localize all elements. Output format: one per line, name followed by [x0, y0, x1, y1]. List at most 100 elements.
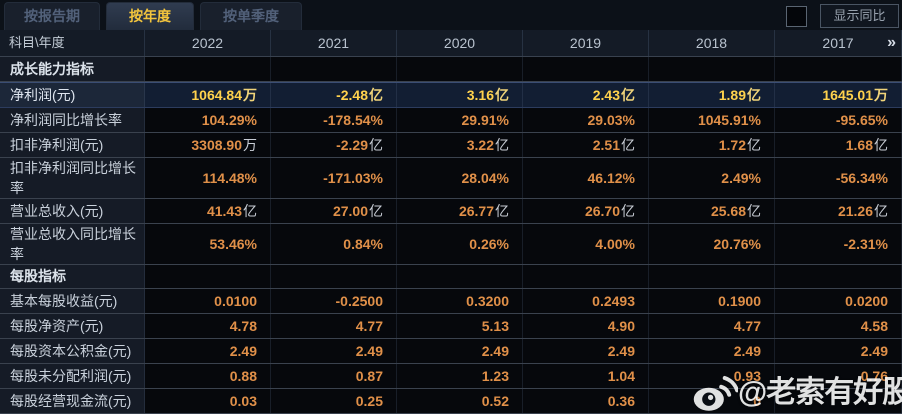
cell-value: 2.49	[271, 339, 397, 364]
table-row[interactable]: 扣非净利润同比增长率 114.48% -171.03% 28.04% 46.12% 2.4…	[0, 157, 902, 199]
tab-by-report-period[interactable]: 按报告期	[4, 2, 100, 30]
table-row[interactable]: 扣非净利润(元) 3308.90 万 -2.29 亿 3.22 亿 2.51 亿 1.72 亿 1.6…	[0, 132, 902, 158]
cell-value: 25.68 亿	[649, 198, 775, 223]
cell-value: -2.48 亿	[271, 82, 397, 107]
table-row[interactable]: 每股指标	[0, 264, 902, 290]
year-header: 2020	[397, 30, 523, 56]
cell-value: 0.3200	[397, 289, 523, 314]
cell-value: 26.70 亿	[523, 198, 649, 223]
cell-value: 104.29%	[145, 107, 271, 132]
cell-value: 0.36	[523, 389, 649, 413]
cell-value: 2.43 亿	[523, 82, 649, 107]
cell-value	[145, 264, 271, 289]
year-header: 2021	[271, 30, 397, 56]
cell-value: 0.26%	[397, 223, 523, 264]
tab-by-quarter[interactable]: 按单季度	[200, 2, 302, 30]
cell-value: 1.89 亿	[649, 82, 775, 107]
table-row[interactable]: 成长能力指标	[0, 57, 902, 82]
row-label: 每股指标	[0, 264, 145, 289]
table-row[interactable]: 净利润同比增长率 104.29% -178.54% 29.91% 29.03% 1045.…	[0, 107, 902, 133]
table-row[interactable]: 每股资本公积金(元) 2.49 2.49 2.49 2.49 2.49 2.49	[0, 339, 902, 365]
cell-value: 1.04	[523, 364, 649, 389]
year-header: 2019	[523, 30, 649, 56]
cell-value: 0.03	[145, 389, 271, 413]
row-label: 每股净资产(元)	[0, 314, 145, 339]
cell-value: 0.93	[649, 364, 775, 389]
cell-value: 1.23	[397, 364, 523, 389]
cell-value: 2.51 亿	[523, 132, 649, 157]
cell-value: 2.49	[775, 339, 902, 364]
cell-value: 0.0200	[775, 289, 902, 314]
cell-value: 0.1900	[649, 289, 775, 314]
cell-value: 2.49	[523, 339, 649, 364]
cell-value: -2.29 亿	[271, 132, 397, 157]
cell-value	[271, 57, 397, 81]
row-label: 营业总收入同比增长率	[0, 223, 145, 264]
cell-value: 4.58	[775, 314, 902, 339]
cell-value: 26.77 亿	[397, 198, 523, 223]
cell-value: 41.43 亿	[145, 198, 271, 223]
row-label: 营业总收入(元)	[0, 198, 145, 223]
cell-value: 2.49	[397, 339, 523, 364]
cell-value	[649, 57, 775, 81]
table-header: 科目\年度 2022 2021 2020 2019 2018 2017 »	[0, 30, 902, 57]
cell-value: 3.22 亿	[397, 132, 523, 157]
show-yoy-label[interactable]: 显示同比	[820, 4, 899, 28]
tab-by-year[interactable]: 按年度	[106, 2, 194, 30]
cell-value: 0	[649, 389, 775, 413]
cell-value: 29.03%	[523, 107, 649, 132]
cell-value: -2.31%	[775, 223, 902, 264]
table-row[interactable]: 每股净资产(元) 4.78 4.77 5.13 4.90 4.77 4.58	[0, 314, 902, 340]
cell-value: 2.49	[145, 339, 271, 364]
cell-value: 0.52	[397, 389, 523, 413]
cell-value	[523, 57, 649, 81]
row-label: 净利润(元)	[0, 82, 145, 107]
cell-value	[397, 264, 523, 289]
table-row[interactable]: 净利润(元) 1064.84 万 -2.48 亿 3.16 亿 2.43 亿 1.89 亿 1645.…	[0, 81, 902, 108]
cell-value: 4.77	[649, 314, 775, 339]
cell-value: 1645.01 万	[775, 82, 902, 107]
cell-value: 3.16 亿	[397, 82, 523, 107]
cell-value: 1045.91%	[649, 107, 775, 132]
cell-value: 1064.84 万	[145, 82, 271, 107]
cell-value: 1.68 亿	[775, 132, 902, 157]
cell-value: -178.54%	[271, 107, 397, 132]
table-row[interactable]: 基本每股收益(元) 0.0100 -0.2500 0.3200 0.2493 0.1900…	[0, 289, 902, 315]
cell-value	[397, 57, 523, 81]
cell-value: -0.2500	[271, 289, 397, 314]
cell-value	[271, 264, 397, 289]
cell-value: 114.48%	[145, 157, 271, 198]
cell-value	[775, 264, 902, 289]
cell-value: -56.34%	[775, 157, 902, 198]
table-row[interactable]: 每股未分配利润(元) 0.88 0.87 1.23 1.04 0.93 0.76	[0, 364, 902, 390]
show-yoy-checkbox[interactable]	[786, 6, 807, 27]
row-label: 基本每股收益(元)	[0, 289, 145, 314]
cell-value: 2.49%	[649, 157, 775, 198]
cell-value: 28.04%	[397, 157, 523, 198]
cell-value: 4.77	[271, 314, 397, 339]
cell-value: 0.88	[145, 364, 271, 389]
cell-value: 27.00 亿	[271, 198, 397, 223]
cell-value: 46.12%	[523, 157, 649, 198]
cell-value	[649, 264, 775, 289]
cell-value: 4.00%	[523, 223, 649, 264]
cell-value: 0.87	[271, 364, 397, 389]
row-label: 净利润同比增长率	[0, 107, 145, 132]
table-row[interactable]: 每股经营现金流(元) 0.03 0.25 0.52 0.36 0	[0, 389, 902, 414]
cell-value: 5.13	[397, 314, 523, 339]
corner-label: 科目\年度	[0, 30, 145, 56]
row-label: 扣非净利润(元)	[0, 132, 145, 157]
cell-value: 4.90	[523, 314, 649, 339]
year-header: 2017 »	[775, 30, 902, 56]
row-label: 扣非净利润同比增长率	[0, 157, 145, 198]
table-row[interactable]: 营业总收入(元) 41.43 亿 27.00 亿 26.77 亿 26.70 亿 25.68 亿 21…	[0, 198, 902, 224]
cell-value: 0.84%	[271, 223, 397, 264]
cell-value: 0.25	[271, 389, 397, 413]
cell-value: 3308.90 万	[145, 132, 271, 157]
row-label: 每股经营现金流(元)	[0, 389, 145, 413]
more-years-chevron-icon[interactable]: »	[887, 34, 896, 51]
row-label: 成长能力指标	[0, 57, 145, 81]
cell-value: 1.72 亿	[649, 132, 775, 157]
table-row[interactable]: 营业总收入同比增长率 53.46% 0.84% 0.26% 4.00% 20.76% -2.…	[0, 223, 902, 265]
